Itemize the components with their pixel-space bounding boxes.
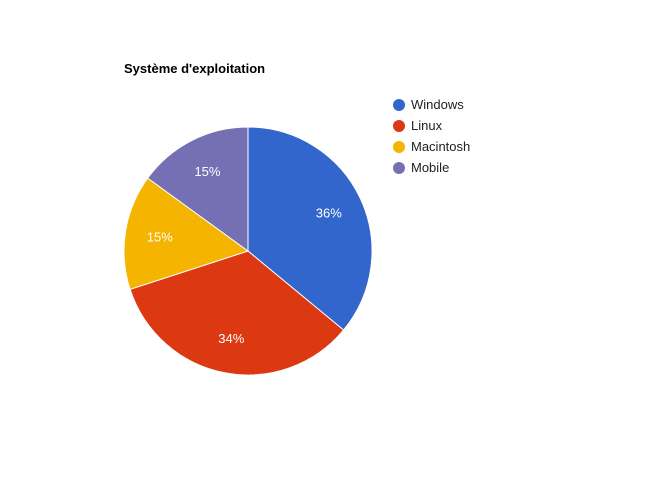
legend-swatch-icon xyxy=(393,98,405,111)
legend-item-mobile[interactable]: Mobile xyxy=(393,157,470,178)
slice-label-mobile: 15% xyxy=(194,164,220,179)
legend-item-linux[interactable]: Linux xyxy=(393,115,470,136)
legend-swatch-icon xyxy=(393,119,405,132)
legend: Windows Linux Macintosh Mobile xyxy=(393,94,470,178)
slice-label-linux: 34% xyxy=(218,331,244,346)
slice-label-macintosh: 15% xyxy=(147,230,173,245)
slice-label-windows: 36% xyxy=(316,205,342,220)
pie-slice-windows[interactable] xyxy=(247,126,373,331)
chart-title: Système d'exploitation xyxy=(124,61,266,76)
pie-slice-mobile[interactable] xyxy=(146,126,249,252)
pie-slice-linux[interactable] xyxy=(129,250,345,376)
pie-slice-macintosh[interactable] xyxy=(123,177,250,290)
legend-item-windows[interactable]: Windows xyxy=(393,94,470,115)
legend-label: Linux xyxy=(411,118,443,133)
legend-label: Mobile xyxy=(411,160,450,175)
legend-label: Windows xyxy=(411,97,464,112)
legend-swatch-icon xyxy=(393,140,405,153)
legend-label: Macintosh xyxy=(411,139,471,154)
legend-item-macintosh[interactable]: Macintosh xyxy=(393,136,470,157)
legend-swatch-icon xyxy=(393,161,405,174)
